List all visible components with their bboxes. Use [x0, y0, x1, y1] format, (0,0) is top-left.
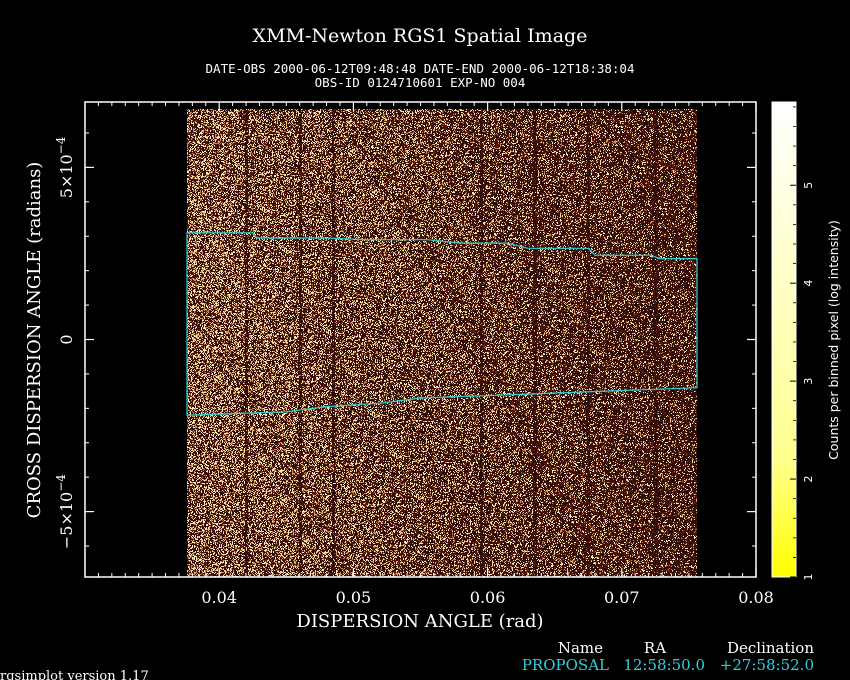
x-tick-label: 0.04	[201, 588, 237, 607]
y-tick-label: 0	[57, 334, 76, 344]
colorbar	[771, 101, 797, 578]
colorbar-tick-label: 2	[802, 476, 815, 483]
x-axis: 0.04 0.05 0.06 0.07 0.08	[97, 102, 774, 607]
x-tick-label: 0.08	[738, 588, 774, 607]
target-ra: 12:58:50.0	[623, 656, 705, 674]
extraction-region-outline	[186, 232, 698, 416]
colorbar-tick-label: 5	[802, 182, 815, 189]
chart-subtitle-dates: DATE-OBS 2000-06-12T09:48:48 DATE-END 20…	[206, 61, 635, 76]
colorbar-tick-label: 1	[802, 574, 815, 581]
extraction-region	[186, 232, 698, 416]
target-header-name: Name	[558, 639, 603, 657]
x-tick-label: 0.06	[470, 588, 506, 607]
x-tick-label: 0.05	[336, 588, 372, 607]
target-header-dec: Declination	[727, 639, 814, 657]
y-axis: 5×10−4 0 −5×10−4	[54, 132, 756, 549]
target-dec: +27:58:52.0	[720, 656, 814, 674]
x-axis-label: DISPERSION ANGLE (rad)	[296, 611, 543, 632]
chart-title: XMM-Newton RGS1 Spatial Image	[253, 25, 588, 47]
colorbar-tick-label: 4	[802, 280, 815, 287]
y-tick-label: −5×10−4	[54, 474, 76, 549]
y-tick-label: 5×10−4	[54, 136, 76, 198]
colorbar-ticks: 1 2 3 4 5	[790, 106, 815, 581]
event-noise-image	[187, 109, 697, 577]
target-name: PROPOSAL	[522, 656, 609, 674]
version-label: rgsimplot version 1.17	[0, 669, 149, 680]
target-table: Name RA Declination PROPOSAL 12:58:50.0 …	[522, 639, 814, 674]
chart-subtitle-obsid: OBS-ID 0124710601 EXP-NO 004	[315, 75, 526, 90]
colorbar-label: Counts per binned pixel (log intensity)	[826, 220, 841, 460]
x-tick-label: 0.07	[604, 588, 640, 607]
y-axis-label: CROSS DISPERSION ANGLE (radians)	[24, 162, 45, 519]
target-header-ra: RA	[644, 639, 666, 657]
colorbar-tick-label: 3	[802, 378, 815, 385]
